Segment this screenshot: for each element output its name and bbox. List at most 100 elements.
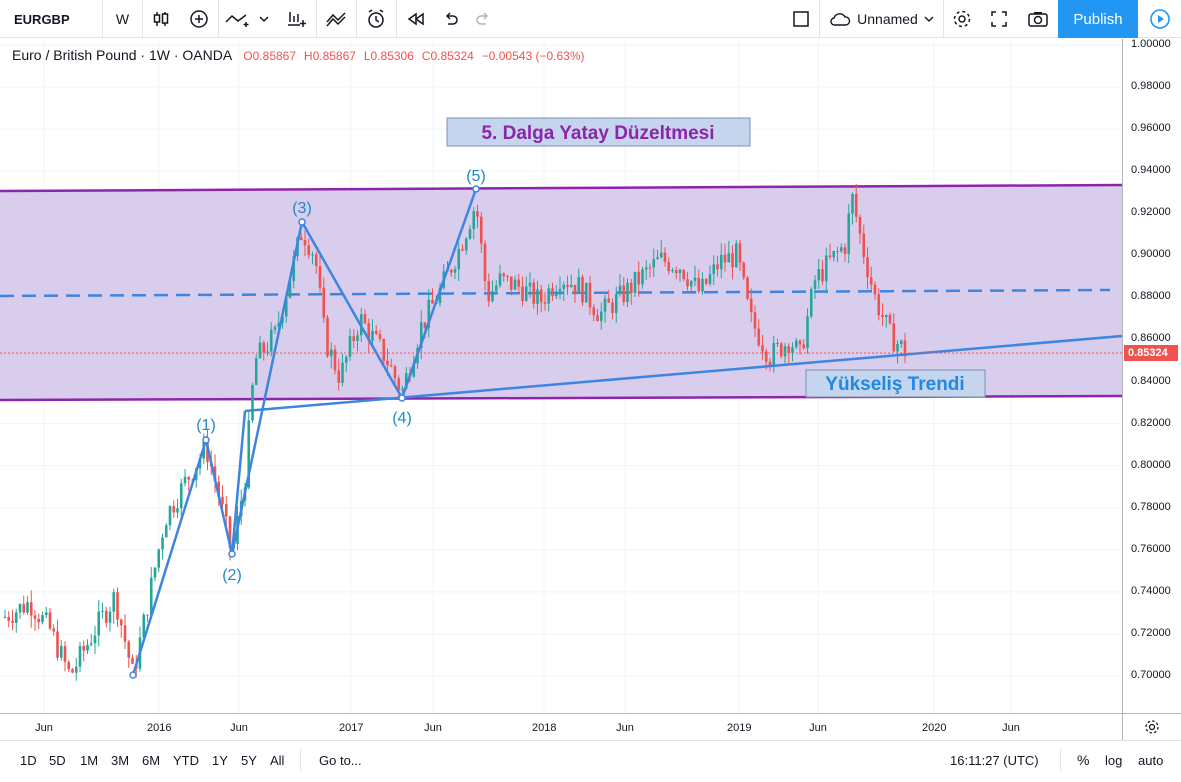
candle-body (734, 243, 738, 268)
fullscreen-icon[interactable] (980, 0, 1018, 38)
axis-settings-gear-icon[interactable] (1122, 713, 1181, 740)
financials-icon[interactable] (277, 0, 317, 38)
candle-body (329, 349, 333, 357)
price-axis-label: 0.74000 (1131, 584, 1171, 597)
range-1d[interactable]: 1D (20, 752, 37, 768)
range-ytd[interactable]: YTD (173, 752, 199, 768)
candle-body (292, 256, 296, 282)
range-1m[interactable]: 1M (80, 752, 99, 768)
candle-body (862, 233, 866, 258)
candle-body (509, 276, 513, 290)
candle-body (806, 316, 809, 349)
candle-body (719, 254, 723, 270)
price-axis[interactable]: 1.00000 0.98000 0.96000 0.94000 0.92000 0.900… (1122, 38, 1181, 713)
candle-body (701, 278, 704, 292)
undo-icon[interactable] (435, 0, 467, 38)
settings-gear-icon[interactable] (944, 0, 980, 38)
publish-button[interactable]: Publish (1058, 0, 1138, 38)
alert-icon[interactable] (357, 0, 397, 38)
layout-name-menu[interactable]: Unnamed (820, 0, 944, 38)
range-3m[interactable]: 3M (111, 752, 130, 768)
redo-icon[interactable] (467, 0, 499, 38)
candle-body (412, 363, 416, 377)
goto-button[interactable]: Go to... (319, 752, 362, 768)
channel-upper-line[interactable] (0, 183, 1123, 193)
time-axis-label: Jun (616, 722, 634, 734)
candle-body (566, 284, 569, 287)
auto-toggle[interactable]: auto (1138, 752, 1164, 768)
chevron-down-icon (924, 16, 934, 22)
candle-body (498, 273, 502, 286)
play-icon[interactable] (1138, 0, 1181, 38)
chart-pane[interactable]: (1) (2) (3) (4) (5) 5. Dalga Yatay Düzel… (0, 39, 1123, 713)
templates-icon[interactable] (317, 0, 357, 38)
log-toggle[interactable]: log (1105, 752, 1123, 768)
candle-body (183, 477, 187, 484)
range-6m[interactable]: 6M (142, 752, 161, 768)
snapshot-camera-icon[interactable] (1018, 0, 1058, 38)
bar-style-icon[interactable] (143, 0, 179, 38)
candle-body (269, 329, 273, 352)
trend-line[interactable] (244, 334, 1123, 413)
wave-label-3: (3) (292, 200, 312, 217)
candle-body (491, 291, 494, 302)
candle-body (877, 294, 881, 316)
wave-label-5: (5) (466, 168, 486, 185)
layout-icon[interactable] (782, 0, 820, 38)
time-axis[interactable]: Jun 2016 Jun 2017 Jun 2018 Jun 2019 Jun 2020 Jun (0, 713, 1122, 740)
candle-body (37, 618, 41, 623)
trend-annotation-box[interactable] (805, 369, 986, 398)
candle-body (554, 291, 558, 297)
candle-body (821, 269, 824, 282)
candle-body (674, 269, 678, 274)
candle-body (791, 347, 794, 354)
symbol-search[interactable]: EURGBP (0, 0, 103, 38)
candle-body (86, 644, 89, 651)
candle-body (524, 286, 528, 301)
title-annotation-box[interactable] (446, 117, 751, 147)
candle-body (63, 646, 67, 662)
candle-body (584, 282, 588, 303)
candle-body (562, 284, 566, 289)
candle-body (93, 635, 97, 644)
candle-body (832, 251, 836, 258)
range-1y[interactable]: 1Y (212, 752, 228, 768)
wave-label-4: (4) (392, 410, 412, 427)
candle-body (896, 343, 899, 352)
candle-body (592, 307, 596, 316)
price-axis-label: 0.96000 (1131, 122, 1171, 135)
candle-body (884, 314, 888, 318)
candle-body (464, 238, 468, 251)
price-chart[interactable]: (1) (2) (3) (4) (5) 5. Dalga Yatay Düzel… (0, 39, 1123, 713)
interval-button[interactable]: W (103, 0, 143, 38)
candle-body (517, 279, 521, 287)
candle-body (288, 281, 292, 298)
candle-body (794, 340, 798, 348)
elliott-wave-path[interactable] (131, 188, 478, 676)
indicators-icon[interactable] (219, 0, 277, 38)
candle-body (431, 299, 434, 304)
candle-body (247, 420, 251, 488)
candle-body (569, 284, 573, 287)
range-all[interactable]: All (270, 752, 285, 768)
candle-body (836, 251, 839, 253)
candle-body (146, 614, 149, 616)
percent-toggle[interactable]: % (1077, 752, 1090, 768)
range-5y[interactable]: 5Y (241, 752, 257, 768)
candle-body (44, 612, 48, 616)
candle-body (581, 276, 584, 303)
clock[interactable]: 16:11:27 (UTC) (950, 752, 1039, 768)
candle-body (851, 194, 854, 214)
candle-body (528, 282, 532, 287)
candle-body (611, 302, 614, 314)
candle-body (116, 592, 119, 620)
time-axis-label: Jun (424, 722, 442, 734)
candle-body (742, 262, 746, 278)
candle-body (577, 276, 581, 294)
compare-add-icon[interactable] (179, 0, 219, 38)
candle-body (817, 269, 821, 281)
replay-icon[interactable] (397, 0, 435, 38)
range-5d[interactable]: 5D (49, 752, 66, 768)
candle-body (176, 508, 179, 513)
candle-body (779, 343, 783, 357)
